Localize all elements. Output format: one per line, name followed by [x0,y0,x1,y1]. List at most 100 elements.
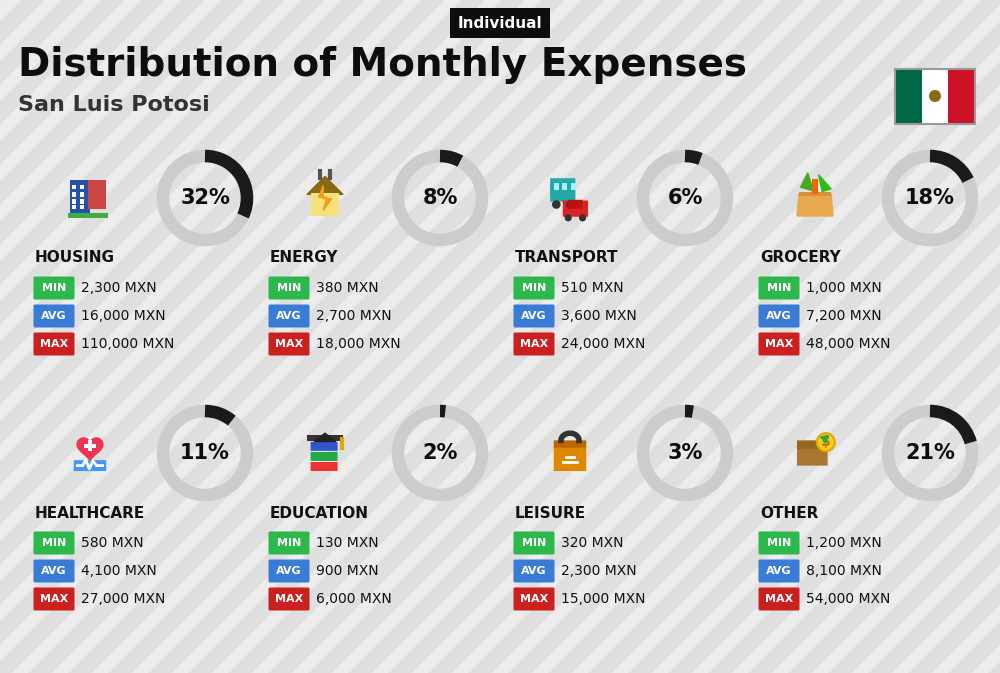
FancyBboxPatch shape [568,200,583,209]
Text: Individual: Individual [458,15,542,30]
Text: HOUSING: HOUSING [35,250,115,266]
Text: 3%: 3% [667,443,703,463]
Circle shape [929,90,941,102]
Bar [799,192,831,197]
FancyBboxPatch shape [311,442,338,451]
FancyBboxPatch shape [563,201,588,217]
Text: MIN: MIN [42,538,66,548]
Bar [562,183,567,190]
Text: MAX: MAX [275,339,303,349]
FancyBboxPatch shape [514,304,554,328]
FancyBboxPatch shape [514,277,554,299]
Text: MAX: MAX [40,594,68,604]
Text: 2,300 MXN: 2,300 MXN [81,281,157,295]
Circle shape [818,434,834,450]
FancyBboxPatch shape [34,559,74,583]
Text: 110,000 MXN: 110,000 MXN [81,337,174,351]
Bar [72,185,76,189]
Text: MAX: MAX [275,594,303,604]
Text: 320 MXN: 320 MXN [561,536,624,550]
Circle shape [579,214,586,221]
Text: $: $ [821,435,831,449]
Bar [948,69,975,124]
Text: AVG: AVG [41,566,67,576]
Text: 900 MXN: 900 MXN [316,564,379,578]
Text: MIN: MIN [277,283,301,293]
Text: 8,100 MXN: 8,100 MXN [806,564,882,578]
Circle shape [566,200,575,209]
Text: 15,000 MXN: 15,000 MXN [561,592,646,606]
Text: 11%: 11% [180,443,230,463]
Bar [80,185,84,189]
FancyBboxPatch shape [759,332,800,355]
Bar [571,183,576,190]
Bar [80,199,84,204]
Text: 32%: 32% [180,188,230,208]
FancyBboxPatch shape [797,446,828,466]
Text: 24,000 MXN: 24,000 MXN [561,337,645,351]
Text: OTHER: OTHER [760,505,818,520]
Text: 2%: 2% [422,443,458,463]
FancyBboxPatch shape [759,588,800,610]
Bar [311,192,339,216]
Text: ENERGY: ENERGY [270,250,338,266]
Text: 18%: 18% [905,188,955,208]
FancyBboxPatch shape [268,277,310,299]
Bar [72,205,76,209]
Circle shape [565,214,572,221]
FancyBboxPatch shape [759,559,800,583]
Text: 380 MXN: 380 MXN [316,281,379,295]
FancyBboxPatch shape [34,277,74,299]
Polygon shape [801,173,813,191]
Polygon shape [314,433,336,441]
Polygon shape [319,185,331,211]
Text: 2,700 MXN: 2,700 MXN [316,309,392,323]
FancyBboxPatch shape [759,277,800,299]
Bar [70,180,90,216]
FancyBboxPatch shape [759,304,800,328]
Text: MAX: MAX [765,594,793,604]
Text: 6,000 MXN: 6,000 MXN [316,592,392,606]
Text: 21%: 21% [905,443,955,463]
Text: MAX: MAX [520,594,548,604]
Text: AVG: AVG [276,311,302,321]
Text: 16,000 MXN: 16,000 MXN [81,309,166,323]
Bar [72,192,76,197]
Text: San Luis Potosi: San Luis Potosi [18,95,210,115]
Bar [80,205,84,209]
Text: MIN: MIN [767,283,791,293]
Circle shape [816,432,836,452]
Polygon shape [307,176,343,194]
Text: 580 MXN: 580 MXN [81,536,144,550]
Text: AVG: AVG [276,566,302,576]
Text: LEISURE: LEISURE [515,505,586,520]
Bar [812,179,818,194]
FancyBboxPatch shape [74,460,106,471]
Bar [68,213,108,218]
Text: MIN: MIN [277,538,301,548]
Text: HEALTHCARE: HEALTHCARE [35,505,145,520]
Bar [895,69,922,124]
FancyBboxPatch shape [514,532,554,555]
FancyBboxPatch shape [311,462,338,471]
Text: AVG: AVG [766,566,792,576]
Text: 1,000 MXN: 1,000 MXN [806,281,882,295]
FancyBboxPatch shape [268,532,310,555]
Bar [88,439,92,451]
Bar [554,183,559,190]
FancyBboxPatch shape [311,452,338,461]
Text: TRANSPORT: TRANSPORT [515,250,618,266]
Text: 2,300 MXN: 2,300 MXN [561,564,637,578]
Text: MIN: MIN [42,283,66,293]
Text: 7,200 MXN: 7,200 MXN [806,309,882,323]
Bar [550,185,575,197]
FancyBboxPatch shape [268,559,310,583]
Bar [72,199,76,204]
Text: EDUCATION: EDUCATION [270,505,369,520]
FancyBboxPatch shape [34,304,74,328]
Text: MAX: MAX [765,339,793,349]
Bar [922,69,948,124]
Text: 1,200 MXN: 1,200 MXN [806,536,882,550]
Text: MAX: MAX [40,339,68,349]
FancyBboxPatch shape [550,178,575,202]
